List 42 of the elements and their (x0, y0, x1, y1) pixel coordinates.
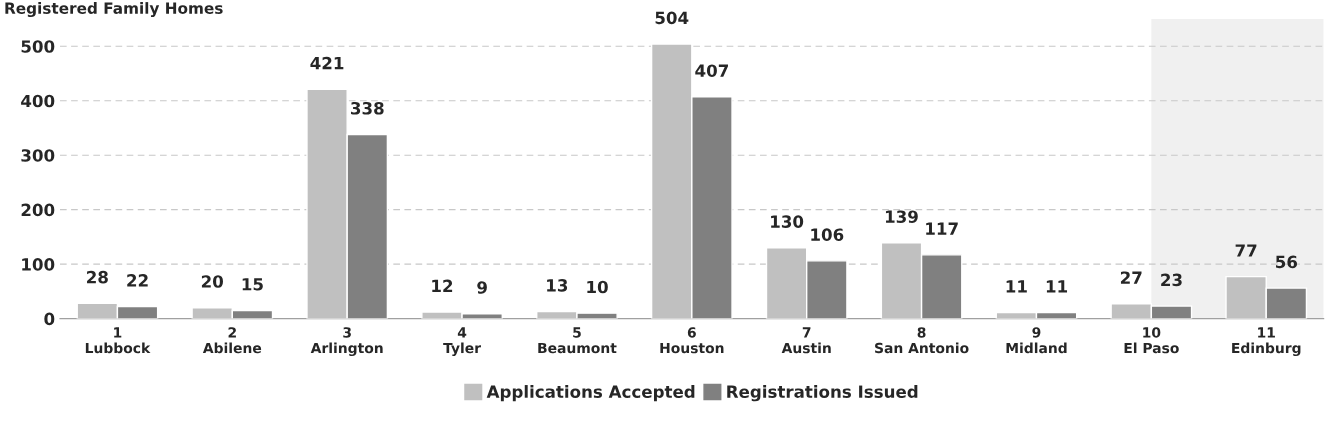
data-label: 12 (432, 279, 453, 292)
x-tick-label: 2 Abilene (202, 327, 262, 354)
legend-label: Registrations Issued (727, 385, 918, 402)
y-tick-label: 500 (21, 40, 55, 53)
y-tick-label: 400 (21, 94, 55, 108)
y-tick-label: 100 (22, 258, 55, 271)
legend-label: Applications Accepted (486, 385, 695, 402)
data-label: 56 (1276, 255, 1298, 269)
data-label: 11 (1006, 280, 1027, 293)
data-label: 504 (655, 11, 689, 25)
data-label: 20 (201, 275, 223, 288)
y-tick-label: 200 (21, 203, 55, 217)
x-tick-label: 6 Houston (660, 327, 724, 354)
data-label: 77 (1235, 244, 1257, 257)
data-label: 106 (811, 228, 844, 241)
y-tick-label: 300 (21, 149, 55, 162)
data-label: 117 (926, 222, 958, 235)
x-tick-label: 9 Midland (1006, 327, 1067, 354)
y-tick-label: 0 (44, 312, 55, 326)
data-label: 22 (127, 274, 148, 287)
x-tick-label: 7 Austin (781, 327, 831, 354)
x-tick-label: 11 Edinburg (1232, 327, 1301, 357)
data-label: 27 (1120, 271, 1142, 284)
data-label: 28 (87, 270, 108, 284)
data-label: 15 (242, 278, 263, 291)
x-tick-label: 1 Lubbock (85, 327, 151, 354)
x-tick-label: 3 Arlington (310, 327, 383, 357)
data-label: 139 (885, 210, 918, 223)
chart-title: Registered Family Homes (5, 2, 223, 18)
data-label: 130 (771, 215, 804, 228)
data-label: 9 (477, 281, 487, 294)
data-label: 11 (1046, 280, 1068, 293)
x-tick-label: 8 San Antonio (875, 327, 969, 354)
x-tick-label: 4 Tyler (443, 327, 481, 357)
data-label: 421 (310, 56, 344, 70)
data-label: 10 (587, 280, 608, 294)
x-tick-label: 10 El Paso (1124, 327, 1179, 354)
data-label: 13 (547, 279, 568, 292)
data-label: 23 (1161, 273, 1182, 287)
x-tick-label: 5 Beaumont (538, 327, 617, 354)
data-label: 338 (351, 101, 384, 115)
data-label: 407 (695, 64, 728, 77)
